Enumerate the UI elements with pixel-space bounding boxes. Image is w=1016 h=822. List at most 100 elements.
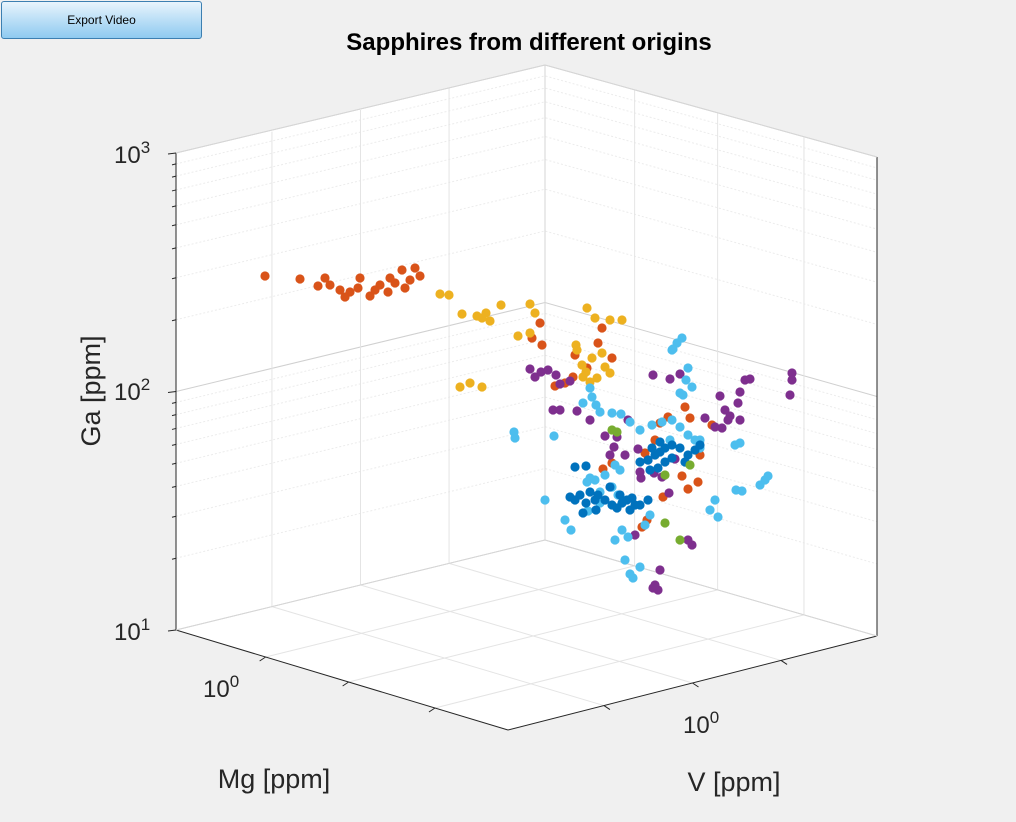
data-point-series-1 (260, 271, 270, 281)
z-gridline (175, 324, 878, 421)
data-point-series-3 (735, 415, 745, 425)
data-point-series-2 (435, 289, 445, 299)
data-point-series-5 (695, 440, 705, 450)
z-gridline (175, 87, 878, 181)
data-point-series-5 (653, 463, 663, 473)
z-gridline (175, 312, 878, 408)
data-point-series-5 (675, 443, 685, 453)
data-point-series-3 (620, 450, 630, 460)
data-point-series-4 (600, 470, 610, 480)
data-point-series-5 (635, 500, 645, 510)
z-gridline (175, 396, 878, 493)
z-gridline (175, 75, 878, 169)
chart-title: Sapphires from different origins (346, 29, 711, 56)
data-point-series-5 (617, 498, 627, 508)
data-point-series-4 (713, 512, 723, 522)
data-point-series-3 (745, 374, 755, 384)
data-point-series-6 (660, 470, 670, 480)
data-point-series-3 (785, 390, 795, 400)
data-point-series-1 (677, 471, 687, 481)
data-point-series-3 (555, 405, 565, 415)
data-point-series-5 (667, 453, 677, 463)
data-point-series-6 (685, 460, 695, 470)
data-point-series-3 (548, 405, 558, 415)
data-point-series-4 (616, 409, 626, 419)
y-tick (780, 660, 788, 665)
data-point-series-3 (585, 415, 595, 425)
z-tick-label-1: 101 (114, 615, 150, 646)
data-point-series-4 (607, 408, 617, 418)
data-point-series-5 (581, 498, 591, 508)
data-point-series-1 (383, 287, 393, 297)
data-point-series-4 (549, 431, 559, 441)
z-gridline (175, 135, 878, 230)
data-point-series-4 (591, 400, 601, 410)
data-point-series-1 (693, 477, 703, 487)
x-tick (342, 681, 349, 687)
z-tick (167, 391, 177, 393)
data-point-series-2 (590, 313, 600, 323)
data-point-series-2 (496, 300, 506, 310)
z-axis-label: Ga [ppm] (76, 335, 106, 446)
data-point-series-5 (570, 462, 580, 472)
data-point-series-4 (635, 562, 645, 572)
data-point-series-4 (687, 382, 697, 392)
data-point-series-4 (645, 510, 655, 520)
data-point-series-2 (587, 353, 597, 363)
data-point-series-3 (787, 375, 797, 385)
y-tick (692, 682, 699, 688)
data-point-series-4 (677, 333, 687, 343)
data-point-series-4 (710, 495, 720, 505)
data-point-series-4 (730, 440, 740, 450)
z-tick (171, 485, 177, 488)
data-point-series-1 (353, 283, 363, 293)
data-point-series-3 (664, 488, 674, 498)
data-point-series-5 (591, 505, 601, 515)
data-point-series-4 (585, 383, 595, 393)
x-tick (428, 707, 436, 713)
data-point-series-1 (597, 323, 607, 333)
data-point-series-4 (623, 532, 633, 542)
data-point-series-3 (543, 365, 553, 375)
y-tick-label: 100 (683, 708, 719, 739)
data-point-series-1 (535, 318, 545, 328)
data-point-series-3 (650, 580, 660, 590)
data-point-series-4 (610, 460, 620, 470)
data-point-series-2 (572, 345, 582, 355)
data-point-series-1 (593, 338, 603, 348)
data-point-series-4 (737, 486, 747, 496)
z-tick (171, 205, 177, 208)
data-point-series-4 (681, 375, 691, 385)
data-point-series-4 (617, 525, 627, 535)
data-point-series-2 (605, 368, 615, 378)
data-point-series-3 (605, 450, 615, 460)
data-point-series-2 (457, 309, 467, 319)
data-point-series-3 (710, 422, 720, 432)
z-tick (171, 163, 177, 166)
data-point-series-4 (625, 417, 635, 427)
data-point-series-3 (530, 372, 540, 382)
z-tick (167, 629, 177, 632)
data-point-series-3 (525, 364, 535, 374)
data-point-series-1 (385, 273, 395, 283)
export-video-button[interactable]: Export Video (1, 1, 202, 39)
data-point-series-2 (525, 299, 535, 309)
data-point-series-3 (735, 387, 745, 397)
data-point-series-1 (410, 263, 420, 273)
data-point-series-1 (295, 274, 305, 284)
data-point-series-3 (630, 530, 640, 540)
data-point-series-4 (667, 415, 677, 425)
data-point-series-3 (723, 415, 733, 425)
data-point-series-4 (705, 505, 715, 515)
data-point-series-4 (675, 422, 685, 432)
z-gridline (175, 158, 878, 253)
data-point-series-3 (600, 431, 610, 441)
data-point-series-5 (605, 482, 615, 492)
data-point-series-5 (570, 495, 580, 505)
data-point-series-4 (587, 392, 597, 402)
data-point-series-3 (787, 368, 797, 378)
y-gridline (448, 562, 782, 661)
data-point-series-1 (325, 280, 335, 290)
data-point-series-3 (609, 442, 619, 452)
data-point-series-4 (510, 433, 520, 443)
